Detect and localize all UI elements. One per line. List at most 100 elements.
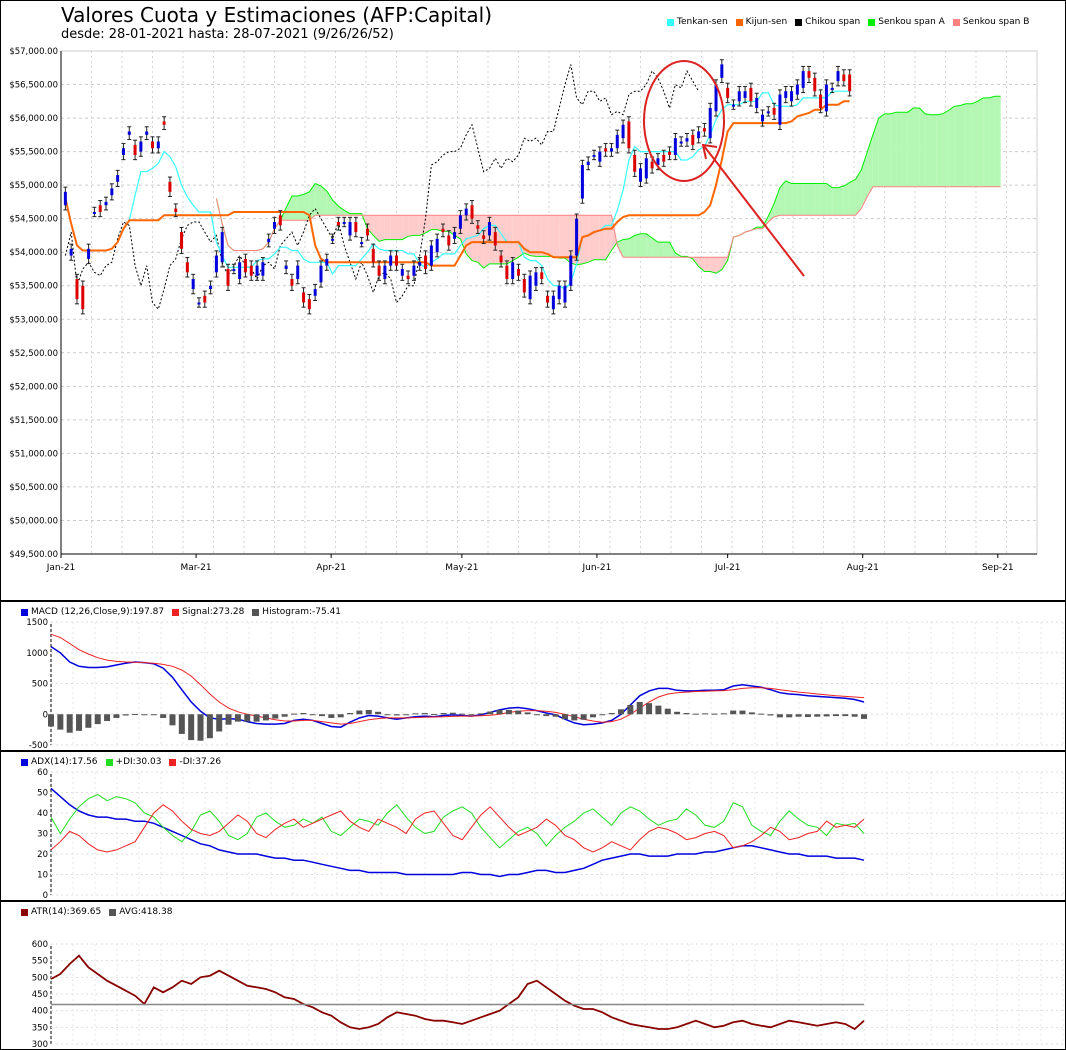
cloud-segment (849, 179, 856, 216)
histogram-bar (636, 701, 643, 715)
y-tick-label: -500 (29, 741, 48, 751)
candle-body (313, 289, 317, 296)
candle-body (145, 131, 149, 135)
candle-body (795, 84, 799, 95)
cloud-segment (541, 215, 548, 257)
macd-12-26-close-9-line (50, 645, 865, 728)
histogram-bar (178, 714, 185, 734)
histogram-bar (421, 713, 428, 715)
cloud-segment (867, 134, 873, 197)
cloud-segment (413, 215, 420, 236)
candle-body (482, 235, 486, 239)
candle-body (528, 275, 532, 300)
candle-body (185, 262, 189, 273)
chart-title: Valores Cuota y Estimaciones (AFP:Capita… (61, 3, 493, 27)
candle-body (383, 265, 387, 280)
candle-body (174, 208, 178, 212)
legend-label: Signal:273.28 (182, 607, 245, 617)
legend-swatch (169, 758, 177, 766)
histogram-bar (132, 713, 139, 715)
candle-body (476, 225, 480, 229)
candle-body (772, 108, 776, 115)
candle-body (133, 144, 137, 155)
histogram-bar (496, 709, 503, 715)
candle-body (296, 265, 300, 280)
y-tick-label: $53,500.00 (9, 282, 58, 292)
candle-body (819, 94, 823, 109)
candle-body (807, 71, 811, 78)
y-tick-label: $57,000.00 (9, 47, 58, 57)
cloud-segment (808, 183, 815, 216)
legend-swatch (109, 908, 117, 916)
cloud-segment (960, 103, 966, 187)
candle-body (377, 265, 381, 276)
candle-body (243, 258, 247, 273)
legend-swatch (252, 608, 260, 616)
candle-body (598, 151, 602, 162)
cloud-segment (814, 183, 821, 216)
histogram-bar (48, 714, 54, 727)
histogram-bar (861, 714, 867, 719)
candle-body (424, 255, 428, 269)
candle-body (458, 215, 462, 229)
cloud-segment (286, 196, 292, 221)
y-tick-label: 500 (32, 680, 48, 690)
legend-swatch (21, 908, 28, 916)
cloud-segment (657, 242, 664, 258)
candle-body (209, 285, 213, 290)
legend-item-di: -DI:37.26 (169, 757, 221, 767)
cloud-segment (524, 215, 531, 256)
candle-body (116, 175, 120, 182)
candle-body (412, 265, 416, 276)
cloud-segment (896, 112, 902, 187)
y-tick-label: $53,000.00 (9, 315, 58, 325)
cloud-segment (652, 237, 658, 258)
legend-item-avg: AVG:418.38 (109, 907, 172, 917)
histogram-bar (795, 714, 802, 717)
cloud-segment (431, 215, 438, 230)
histogram-bar (365, 709, 372, 715)
cloud-segment (309, 183, 316, 221)
candle-body (691, 134, 695, 145)
y-tick-label: 30 (37, 830, 48, 840)
histogram-bar (814, 714, 821, 717)
candle-body (650, 161, 654, 169)
y-tick-label: 1500 (26, 618, 48, 628)
panel-separator (1, 600, 1065, 602)
histogram-bar (356, 710, 363, 715)
atr-legend: ATR(14):369.65 AVG:418.38 (21, 907, 172, 917)
histogram-bar (786, 714, 793, 718)
candle-body (220, 232, 224, 263)
candle-body (813, 77, 817, 92)
candle-body (325, 258, 329, 266)
di-line (50, 804, 865, 853)
candle-body (540, 272, 544, 280)
x-tick-label: Jun-21 (582, 563, 612, 573)
histogram-bar (758, 713, 765, 715)
candle-body (406, 275, 410, 280)
legend-item-tenkan-sen: Tenkan-sen (667, 17, 728, 27)
candle-body (278, 215, 282, 226)
cloud-segment (297, 194, 304, 221)
cloud-segment (890, 112, 897, 187)
histogram-bar (253, 714, 260, 722)
candle-body (505, 265, 509, 280)
candle-body (824, 84, 828, 112)
cloud-segment (872, 118, 879, 187)
candle-body (331, 238, 335, 241)
legend-swatch (795, 18, 803, 26)
cloud-segment (425, 215, 432, 233)
candle-body (249, 265, 253, 276)
cloud-segment (954, 105, 961, 187)
candle-body (69, 248, 73, 256)
adx-14-line (50, 787, 865, 878)
histogram-bar (290, 713, 297, 715)
y-tick-label: 600 (32, 940, 48, 950)
histogram-bar (683, 713, 690, 715)
cloud-segment (994, 96, 1001, 187)
legend-swatch (21, 608, 28, 616)
candle-body (121, 148, 125, 155)
candle-body (668, 151, 672, 155)
y-tick-label: 0 (43, 891, 48, 901)
histogram-bar (730, 710, 737, 715)
